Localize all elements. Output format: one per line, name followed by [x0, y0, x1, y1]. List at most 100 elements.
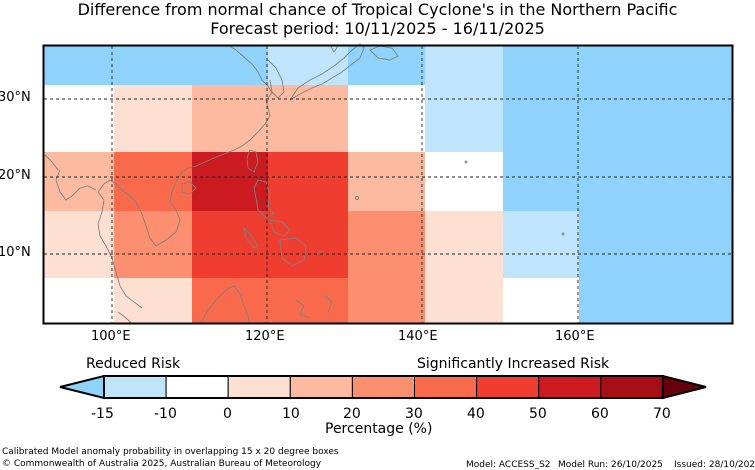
lon-label-100e: 100°E [91, 329, 131, 344]
map-frame [42, 44, 734, 325]
grid-cell [503, 85, 579, 152]
grid-cell [579, 152, 656, 211]
coastline-bay-bengal [44, 154, 59, 171]
coastline-mindanao [279, 237, 307, 267]
grid-cell [114, 278, 192, 323]
coastline-halmahera [325, 295, 333, 313]
grid-cell [192, 85, 268, 152]
graticule [44, 46, 732, 323]
colorbar-segment [289, 375, 353, 399]
colorbar-segment [103, 375, 167, 399]
risk-grid [44, 46, 732, 323]
tick-label-50: 50 [529, 406, 547, 422]
coastline-palawan [243, 226, 259, 249]
grid-cell [656, 46, 732, 85]
grid-cell [44, 46, 114, 85]
coastline-korea [267, 59, 285, 99]
colorbar-segment [227, 375, 291, 399]
grid-cell [656, 211, 732, 278]
coastline-hainan [181, 181, 197, 195]
grid-cell [268, 85, 348, 152]
grid-cell [425, 278, 503, 323]
footer-model: Model: ACCESS_S2 [466, 460, 551, 470]
colorbar-outline [103, 375, 664, 399]
title-line-1: Difference from normal chance of Tropica… [77, 0, 678, 19]
coastline-taiwan [246, 149, 259, 173]
coastline-sulawesi [295, 299, 311, 319]
grid-cell [503, 152, 579, 211]
grid-cell [268, 152, 348, 211]
coastline-sakhalin [329, 44, 339, 53]
reduced-risk-label: Reduced Risk [86, 356, 181, 372]
tick-label-40: 40 [467, 406, 485, 422]
lon-label-140e: 140°E [398, 329, 438, 344]
coastline-borneo [199, 285, 251, 325]
grid-cell [656, 85, 732, 152]
colorbar [59, 374, 707, 400]
grid-cell [192, 278, 268, 323]
tick-label-m10: -10 [154, 406, 177, 422]
grid-cell [114, 85, 192, 152]
grid-cell [192, 46, 268, 85]
grid-cell [348, 46, 425, 85]
coastline-gulf-thailand [55, 169, 97, 201]
grid-cell [348, 211, 425, 278]
grid-cell [114, 211, 192, 278]
grid-cell [503, 46, 579, 85]
tick-label-m15: -15 [91, 406, 114, 422]
coastline-visayas [269, 219, 291, 237]
colorbar-segment [538, 375, 602, 399]
lon-label-120e: 120°E [245, 329, 285, 344]
colorbar-axis-label: Percentage (%) [325, 421, 433, 437]
grid-cell [503, 278, 579, 323]
grid-cell [268, 278, 348, 323]
island-palau [318, 250, 322, 254]
grid-cell [503, 211, 579, 278]
lat-label-20n: 20°N [0, 168, 31, 183]
grid-cell [44, 278, 114, 323]
tick-label-10: 10 [282, 406, 300, 422]
grid-cell [425, 85, 503, 152]
tick-label-30: 30 [405, 406, 423, 422]
grid-cell [579, 211, 656, 278]
grid-cell [44, 85, 114, 152]
footer-description: Calibrated Model anomaly probability in … [2, 447, 339, 457]
colorbar-low-extend [59, 374, 105, 400]
tick-label-20: 20 [343, 406, 361, 422]
coastline-sumatra [117, 311, 133, 325]
title-line-2: Forecast period: 10/11/2025 - 16/11/2025 [210, 19, 545, 38]
colorbar-segment [165, 375, 229, 399]
grid-cell [425, 211, 503, 278]
footer-copyright: © Commonwealth of Australia 2025, Austra… [2, 459, 322, 469]
grid-cell [268, 46, 348, 85]
island-guam [355, 196, 359, 200]
island-wake [464, 160, 468, 164]
colorbar-high-extend [661, 374, 707, 400]
lat-label-10n: 10°N [0, 245, 31, 260]
coastline-luzon [253, 179, 275, 219]
grid-cell [579, 46, 656, 85]
colorbar-segment [476, 375, 540, 399]
grid-cell [348, 152, 425, 211]
tick-label-70: 70 [653, 406, 671, 422]
coastline-japan-honshu [289, 43, 365, 101]
grid-cell [579, 278, 656, 323]
grid-cell [656, 152, 732, 211]
grid-cell [268, 211, 348, 278]
colorbar-segment [600, 375, 664, 399]
colorbar-segment [351, 375, 415, 399]
grid-cell [425, 46, 503, 85]
increased-risk-label: Significantly Increased Risk [417, 356, 610, 372]
lon-label-160e: 160°E [555, 329, 595, 344]
grid-cell [44, 211, 114, 278]
footer-model-run: Model Run: 26/10/2025 [558, 460, 663, 470]
grid-cell [348, 85, 425, 152]
grid-cell [348, 278, 425, 323]
tick-label-60: 60 [591, 406, 609, 422]
grid-cell [579, 85, 656, 152]
grid-cell [192, 211, 268, 278]
lat-label-30n: 30°N [0, 90, 31, 105]
grid-cell [114, 46, 192, 85]
grid-cell [656, 278, 732, 323]
